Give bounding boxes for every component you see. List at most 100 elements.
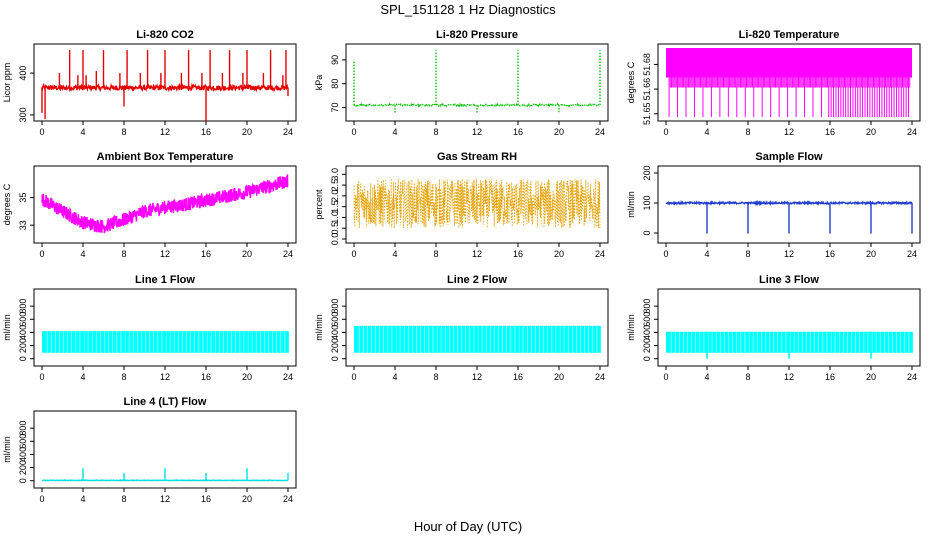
x-tick-label: 12: [784, 249, 794, 259]
y-tick-label: 0: [18, 356, 28, 361]
y-tick-label: 200: [18, 338, 28, 353]
panel-temp: Li-820 Temperature degrees C 0 4 8 12 16 20 24 51…: [626, 29, 921, 137]
series-line: [41, 174, 289, 234]
panel-line3: Line 3 Flow ml/min 0 4 8 12 16 20 24 0 20040060080…: [626, 274, 921, 382]
x-tick-label: 0: [663, 127, 668, 137]
panel-line2: Line 2 Flow ml/min 0 4 8 12 16 20 24 0 20040060080…: [314, 274, 609, 382]
x-tick-label: 24: [283, 372, 293, 382]
x-tick-label: 16: [825, 127, 835, 137]
x-tick-label: 0: [663, 372, 668, 382]
panel-pressure: Li-820 Pressure kPa 0 4 8 12 16 20 24 70 80 90: [314, 29, 609, 137]
x-tick-label: 8: [121, 249, 126, 259]
panel-title: Line 3 Flow: [759, 274, 819, 286]
panel-y-label: ml/min: [2, 436, 12, 463]
x-tick-label: 8: [121, 127, 126, 137]
x-tick-label: 16: [825, 249, 835, 259]
panel-y-label: ml/min: [2, 314, 12, 341]
x-tick-label: 0: [39, 372, 44, 382]
y-tick-label: 0.5: [330, 222, 340, 235]
x-tick-label: 20: [866, 127, 876, 137]
x-tick-label: 12: [160, 372, 170, 382]
x-tick-label: 4: [80, 249, 85, 259]
y-tick-label: 0.0: [330, 233, 340, 246]
y-tick-label: 100: [642, 195, 652, 210]
plot-frame: [33, 288, 297, 367]
y-tick-label: 51.68: [642, 53, 652, 76]
panel-title: Li-820 Temperature: [739, 29, 840, 41]
x-tick-label: 8: [745, 249, 750, 259]
x-tick-label: 12: [160, 127, 170, 137]
series-band: [666, 48, 912, 78]
x-tick-label: 12: [472, 249, 482, 259]
y-tick-label: 200: [18, 460, 28, 475]
panel-y-label: percent: [314, 189, 324, 220]
y-tick-label: 33: [18, 220, 28, 230]
x-tick-label: 20: [554, 372, 564, 382]
y-tick-label: 800: [18, 421, 28, 436]
panel-title: Ambient Box Temperature: [97, 151, 234, 163]
x-tick-label: 24: [907, 372, 917, 382]
y-tick-label: 1.0: [330, 211, 340, 224]
panel-co2: Li-820 CO2 Licor ppm 0 4 8 12 16 20 24 300 400: [2, 29, 297, 137]
y-tick-label: 600: [18, 312, 28, 327]
figure-title: SPL_151128 1 Hz Diagnostics: [380, 2, 556, 17]
x-tick-label: 8: [121, 494, 126, 504]
x-tick-label: 24: [907, 127, 917, 137]
x-tick-label: 24: [283, 249, 293, 259]
x-tick-label: 4: [392, 249, 397, 259]
panel-title: Li-820 CO2: [136, 29, 193, 41]
y-tick-label: 400: [18, 447, 28, 462]
x-tick-label: 16: [201, 127, 211, 137]
y-tick-label: 600: [330, 312, 340, 327]
x-tick-label: 4: [80, 494, 85, 504]
x-tick-label: 0: [351, 249, 356, 259]
y-tick-label: 800: [18, 299, 28, 314]
x-tick-label: 16: [201, 249, 211, 259]
x-tick-label: 24: [595, 249, 605, 259]
x-tick-label: 12: [160, 494, 170, 504]
panel-title: Line 1 Flow: [135, 274, 195, 286]
x-tick-label: 24: [595, 372, 605, 382]
y-tick-label: 35: [18, 193, 28, 203]
x-tick-label: 0: [39, 494, 44, 504]
x-tick-label: 12: [160, 249, 170, 259]
x-tick-label: 8: [745, 372, 750, 382]
y-tick-label: 90: [330, 55, 340, 65]
y-tick-label: 51.66: [642, 78, 652, 101]
x-tick-label: 8: [121, 372, 126, 382]
y-tick-label: 600: [18, 434, 28, 449]
y-tick-label: 0: [18, 478, 28, 483]
x-tick-label: 8: [433, 127, 438, 137]
x-tick-label: 20: [866, 372, 876, 382]
x-tick-label: 12: [472, 127, 482, 137]
y-tick-label: 200: [642, 338, 652, 353]
x-tick-label: 20: [866, 249, 876, 259]
x-tick-label: 20: [554, 127, 564, 137]
figure-x-label: Hour of Day (UTC): [414, 519, 522, 534]
y-tick-label: 800: [642, 299, 652, 314]
panel-rh: Gas Stream RH percent 0 4 8 12 16 20 24 0.00.51.0…: [314, 151, 609, 259]
x-tick-label: 20: [242, 372, 252, 382]
panel-y-label: kPa: [314, 75, 324, 91]
x-tick-label: 24: [595, 127, 605, 137]
x-tick-label: 4: [392, 372, 397, 382]
x-tick-label: 0: [39, 249, 44, 259]
y-tick-label: 600: [642, 312, 652, 327]
x-tick-label: 16: [825, 372, 835, 382]
y-tick-label: 400: [330, 325, 340, 340]
x-tick-label: 12: [784, 127, 794, 137]
y-tick-label: 0: [642, 356, 652, 361]
y-tick-label: 200: [330, 338, 340, 353]
y-tick-label: 800: [330, 299, 340, 314]
panel-title: Li-820 Pressure: [436, 29, 518, 41]
y-tick-label: 200: [642, 165, 652, 180]
x-tick-label: 4: [80, 127, 85, 137]
panel-line1: Line 1 Flow ml/min 0 4 8 12 16 20 24 0 20040060080…: [2, 274, 297, 382]
x-tick-label: 24: [283, 494, 293, 504]
x-tick-label: 4: [80, 372, 85, 382]
panel-title: Line 2 Flow: [447, 274, 507, 286]
panel-y-label: Licor ppm: [2, 63, 12, 103]
x-tick-label: 20: [242, 494, 252, 504]
x-tick-label: 4: [704, 372, 709, 382]
